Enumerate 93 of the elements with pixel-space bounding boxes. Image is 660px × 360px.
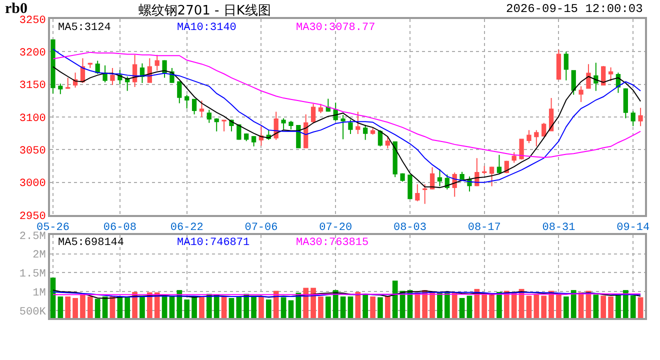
candlestick [623, 88, 628, 119]
candlestick [110, 68, 115, 86]
x-tick-label: 08-31 [542, 222, 576, 234]
candlestick [378, 130, 383, 147]
candlestick [132, 54, 138, 88]
y-tick-label: 500K [19, 306, 46, 318]
line-series [52, 48, 642, 183]
candlestick [102, 64, 108, 83]
candlestick [222, 120, 226, 132]
candlestick [519, 138, 524, 160]
candlestick [542, 122, 546, 138]
candlestick [58, 83, 63, 95]
text: MA5:3124 [58, 22, 112, 34]
candlestick [244, 132, 249, 142]
candlestick [258, 126, 264, 146]
y-tick-label: 3150 [19, 80, 46, 92]
candlestick [534, 130, 539, 147]
candlestick [363, 124, 368, 140]
x-tick-label: 07-06 [244, 222, 278, 234]
candlestick [184, 94, 190, 110]
y-tick-label: 3100 [19, 112, 46, 125]
text: MA30:3078.77 [296, 22, 376, 34]
text: MA10:746871 [177, 237, 250, 249]
y-tick-label: 1.5M [19, 268, 46, 281]
candlestick [556, 49, 562, 80]
chart-title: 螺纹钢2701 - 日K线图 [138, 4, 271, 19]
text: rb0 [5, 1, 28, 17]
x-tick-label: 06-08 [103, 222, 136, 234]
candlestick [88, 62, 92, 68]
candlestick [340, 114, 346, 140]
candlestick [385, 136, 390, 149]
candlestick [526, 130, 532, 144]
candlestick [154, 54, 160, 72]
candlestick [460, 171, 464, 182]
candlestick [288, 120, 294, 130]
candlestick [251, 135, 256, 147]
candlestick [348, 119, 353, 134]
candlestick [310, 103, 316, 124]
candlestick [304, 114, 308, 148]
y-tick-label: 1M [32, 287, 46, 300]
candlestick [578, 86, 584, 102]
candlestick [281, 118, 286, 130]
y-tick-label: 2950 [19, 210, 46, 223]
candlestick [601, 66, 606, 86]
candlestick [594, 62, 598, 92]
candlestick [564, 51, 568, 81]
candlestick [50, 39, 56, 94]
y-tick-label: 3200 [19, 48, 46, 60]
x-tick-label: 07-20 [319, 222, 352, 234]
candlestick [140, 62, 145, 84]
candlestick [274, 111, 278, 140]
candlestick [400, 172, 405, 182]
y-tick-label: 3250 [19, 14, 46, 27]
candlestick [430, 166, 435, 190]
x-tick-label: 06-22 [170, 222, 204, 234]
y-tick-label: 3050 [19, 146, 46, 158]
text: MA30:763815 [296, 237, 369, 249]
x-tick-label: 09-14 [616, 222, 650, 234]
candlestick [571, 70, 576, 96]
y-tick-label: 3000 [19, 178, 46, 190]
candlestick [415, 184, 420, 202]
candlestick [370, 128, 376, 136]
candlestick [199, 100, 204, 118]
candlestick [408, 174, 412, 200]
text: MA5:698144 [58, 237, 124, 249]
candlestick [630, 110, 636, 127]
candlestick [489, 166, 494, 187]
candlestick [206, 109, 212, 124]
candlestick [422, 184, 428, 204]
line-series [52, 66, 642, 188]
x-tick-label: 08-03 [393, 222, 426, 234]
candlestick [586, 64, 591, 89]
candlestick [437, 168, 442, 187]
candlestick [326, 98, 330, 112]
candlestick [66, 77, 70, 90]
candlestick [318, 103, 324, 114]
text: MA10:3140 [177, 22, 236, 34]
candlestick [638, 107, 643, 127]
line-series [52, 52, 642, 158]
candlestick [162, 60, 167, 78]
x-tick-label: 08-17 [468, 222, 501, 234]
candlestick [392, 141, 398, 178]
candlestick [356, 111, 360, 134]
candlestick [512, 152, 516, 164]
candlestick [496, 154, 502, 174]
text: 2026-09-15 12:00:03 [506, 2, 643, 16]
candlestick [548, 98, 554, 132]
candlestick [608, 66, 614, 82]
candlestick [482, 166, 487, 175]
candlestick [192, 98, 197, 115]
candlestick [214, 118, 219, 132]
candlestick [177, 81, 182, 104]
y-tick-label: 2M [32, 250, 46, 262]
